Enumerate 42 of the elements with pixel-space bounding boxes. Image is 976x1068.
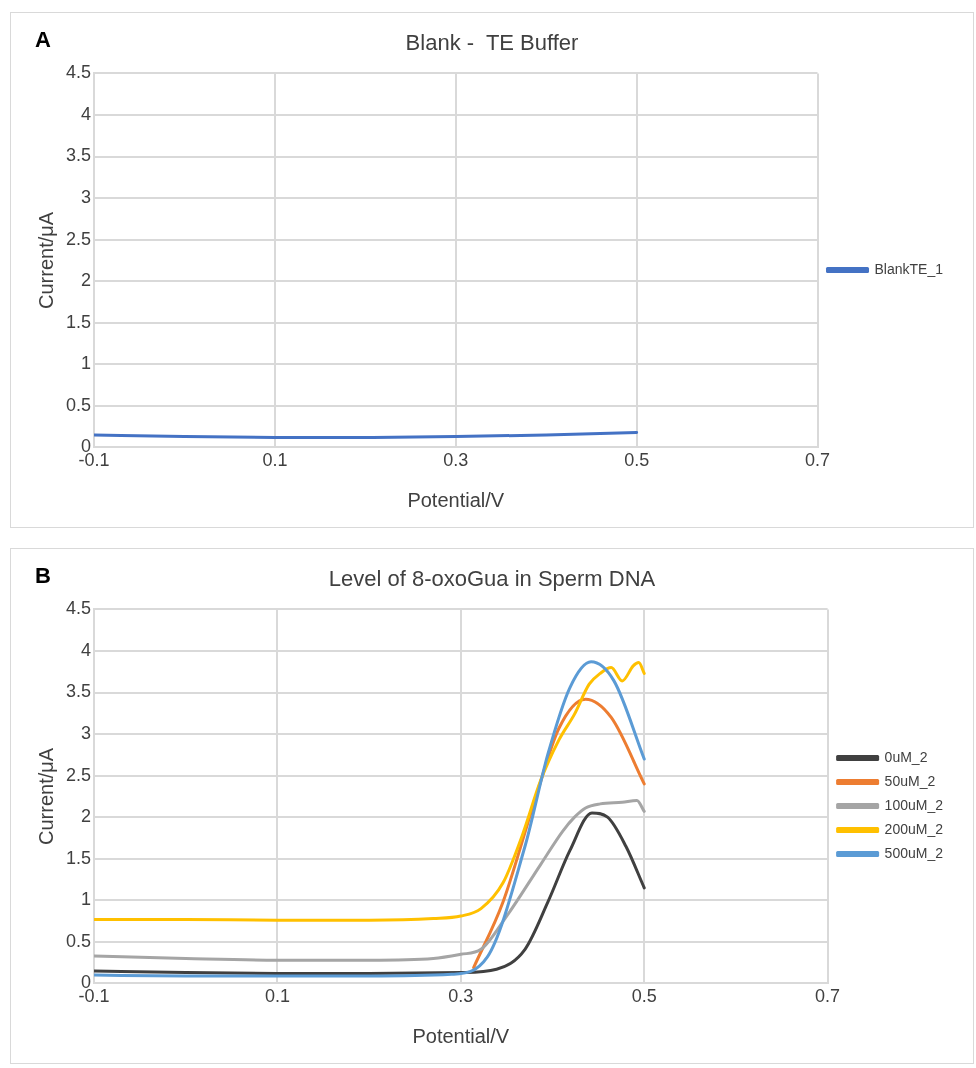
y-tick-label: 0.5: [65, 930, 92, 951]
x-tick-label: 0.7: [805, 450, 831, 471]
y-tick-label: 1: [81, 889, 92, 910]
chart-title: Level of 8-oxoGua in Sperm DNA: [328, 566, 656, 592]
legend-label: 200uM_2: [884, 820, 944, 837]
y-tick-label: 3: [81, 187, 92, 208]
y-tick-label: 4: [81, 103, 92, 124]
text: B: [35, 563, 51, 589]
x-axis-title: Potential/V: [407, 488, 505, 511]
x-tick-label: 0.5: [624, 450, 650, 471]
y-tick-label: 0.5: [65, 394, 92, 415]
x-tick-label: 0.3: [443, 450, 469, 471]
y-tick-label: 2.5: [65, 228, 92, 249]
y-tick-label: 1.5: [65, 311, 92, 332]
y-tick-label: 1: [81, 353, 92, 374]
y-tick-label: 2: [81, 270, 92, 291]
y-tick-label: 2: [81, 806, 92, 827]
text: A: [35, 27, 51, 53]
legend-label: 50uM_2: [884, 772, 936, 789]
y-tick-label: 4.5: [65, 598, 92, 619]
legend-label: BlankTE_1: [874, 260, 944, 277]
x-tick-label: 0.1: [264, 986, 290, 1007]
y-tick-label: 3: [81, 723, 92, 744]
chart-title: Blank - TE Buffer: [405, 30, 579, 56]
y-axis-title: Current/μA: [34, 747, 57, 845]
legend-label: 500uM_2: [884, 844, 944, 861]
legend-label: 100uM_2: [884, 796, 944, 813]
x-tick-label: 0.5: [631, 986, 657, 1007]
x-tick-label: 0.3: [448, 986, 474, 1007]
x-axis-title: Potential/V: [412, 1024, 510, 1047]
y-tick-label: 4: [81, 639, 92, 660]
y-tick-label: 3.5: [65, 681, 92, 702]
x-tick-label: 0.7: [815, 986, 841, 1007]
legend-label: 0uM_2: [884, 748, 928, 765]
y-tick-label: 4.5: [65, 62, 92, 83]
y-tick-label: 2.5: [65, 764, 92, 785]
line-series: [94, 660, 646, 978]
y-tick-label: 3.5: [65, 145, 92, 166]
x-tick-label: 0.1: [262, 450, 288, 471]
y-tick-label: 1.5: [65, 847, 92, 868]
y-axis-title: Current/μA: [34, 211, 57, 309]
line-series: [94, 661, 646, 922]
